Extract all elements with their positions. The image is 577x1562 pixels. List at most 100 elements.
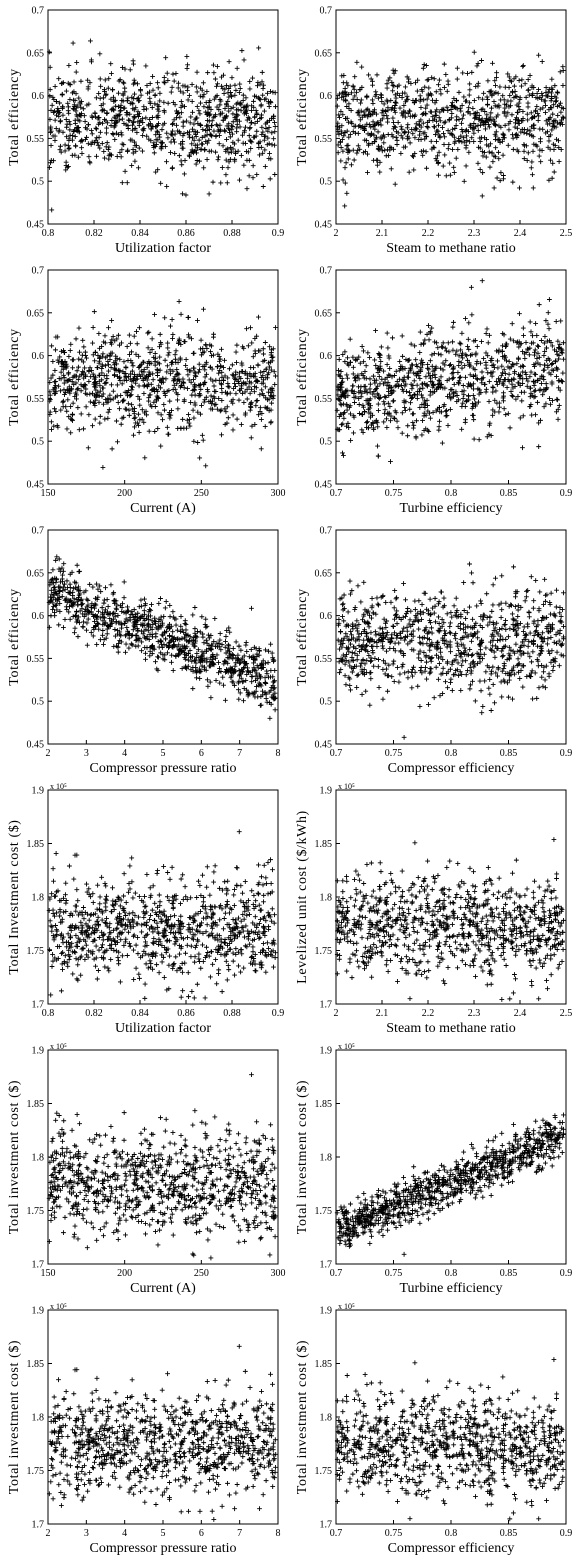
data-point: [205, 677, 210, 683]
data-point: [270, 346, 276, 352]
data-point: [103, 379, 109, 385]
data-point: [51, 585, 57, 591]
data-point: [205, 104, 211, 110]
data-point: [518, 668, 524, 673]
data-point: [447, 406, 453, 412]
data-point: [412, 669, 418, 675]
data-point: [499, 349, 505, 354]
data-point: [541, 377, 547, 382]
data-point: [426, 429, 432, 434]
data-point: [53, 388, 59, 394]
data-point: [138, 368, 144, 374]
data-point: [339, 376, 345, 381]
data-point: [432, 595, 438, 601]
data-point: [61, 372, 67, 378]
data-point: [96, 399, 102, 405]
data-point: [513, 93, 519, 99]
data-point: [397, 359, 403, 364]
data-point: [80, 369, 86, 375]
data-point: [138, 615, 143, 621]
data-point: [389, 132, 395, 138]
data-point: [149, 602, 154, 607]
data-point: [341, 73, 347, 78]
data-point: [101, 597, 107, 603]
data-point: [96, 91, 102, 96]
data-point: [201, 349, 207, 355]
data-point: [210, 378, 216, 384]
data-point: [358, 388, 363, 394]
data-point: [221, 365, 226, 370]
data-point: [359, 411, 365, 417]
data-point: [169, 637, 175, 643]
data-point: [450, 339, 455, 345]
data-point: [162, 629, 167, 635]
data-point: [248, 138, 253, 144]
data-point: [177, 114, 183, 120]
data-point: [434, 139, 439, 144]
data-point: [241, 698, 246, 704]
data-point: [255, 665, 261, 671]
data-point: [75, 602, 81, 608]
data-point: [162, 315, 168, 321]
data-point: [94, 153, 99, 159]
data-point: [417, 93, 423, 99]
data-point: [61, 380, 67, 386]
data-point: [193, 374, 199, 379]
data-point: [129, 360, 135, 366]
data-point: [348, 388, 354, 394]
data-point: [483, 386, 489, 392]
data-point: [454, 98, 459, 104]
data-point: [139, 603, 144, 609]
data-point: [130, 615, 136, 620]
data-point: [342, 349, 348, 355]
data-point: [93, 137, 99, 143]
data-point: [372, 394, 378, 400]
data-point: [84, 642, 90, 648]
data-point: [219, 382, 224, 388]
scatter-svg: 0.7 0.75 0.8 0.85 0.90.450.50.550.60.650.7Tu…: [295, 266, 572, 517]
data-point: [462, 404, 468, 409]
data-point: [178, 158, 184, 164]
data-point: [467, 139, 473, 145]
data-point: [180, 123, 186, 129]
data-point: [267, 344, 273, 350]
data-point: [80, 106, 86, 112]
data-point: [130, 627, 136, 633]
data-point: [237, 690, 243, 696]
data-point: [454, 614, 460, 620]
data-point: [420, 385, 426, 391]
data-point: [556, 378, 562, 384]
data-point: [539, 59, 545, 64]
data-point: [545, 310, 551, 316]
data-point: [352, 74, 358, 80]
data-point: [146, 329, 152, 335]
x-tick-label: 2: [334, 228, 339, 239]
data-point: [49, 207, 55, 213]
data-point: [117, 368, 123, 374]
data-point: [123, 632, 129, 638]
data-point: [93, 114, 98, 120]
data-point: [195, 629, 200, 634]
data-point: [385, 688, 391, 694]
data-point: [268, 701, 274, 707]
data-point: [339, 384, 345, 390]
data-point: [185, 639, 191, 645]
data-point: [347, 132, 353, 137]
data-point: [368, 414, 373, 420]
data-point: [172, 352, 178, 358]
data-point: [457, 340, 463, 346]
data-point: [236, 397, 242, 403]
data-point: [474, 359, 480, 364]
data-point: [431, 610, 437, 616]
data-point: [351, 157, 357, 163]
data-point: [543, 85, 549, 90]
data-point: [341, 415, 347, 421]
x-tick-label: 0.85: [500, 488, 518, 499]
data-point: [387, 373, 393, 378]
data-point: [66, 354, 72, 359]
data-point: [263, 96, 269, 102]
data-point: [488, 358, 494, 363]
data-point: [342, 410, 347, 415]
data-point: [493, 388, 499, 394]
data-point: [419, 111, 425, 117]
